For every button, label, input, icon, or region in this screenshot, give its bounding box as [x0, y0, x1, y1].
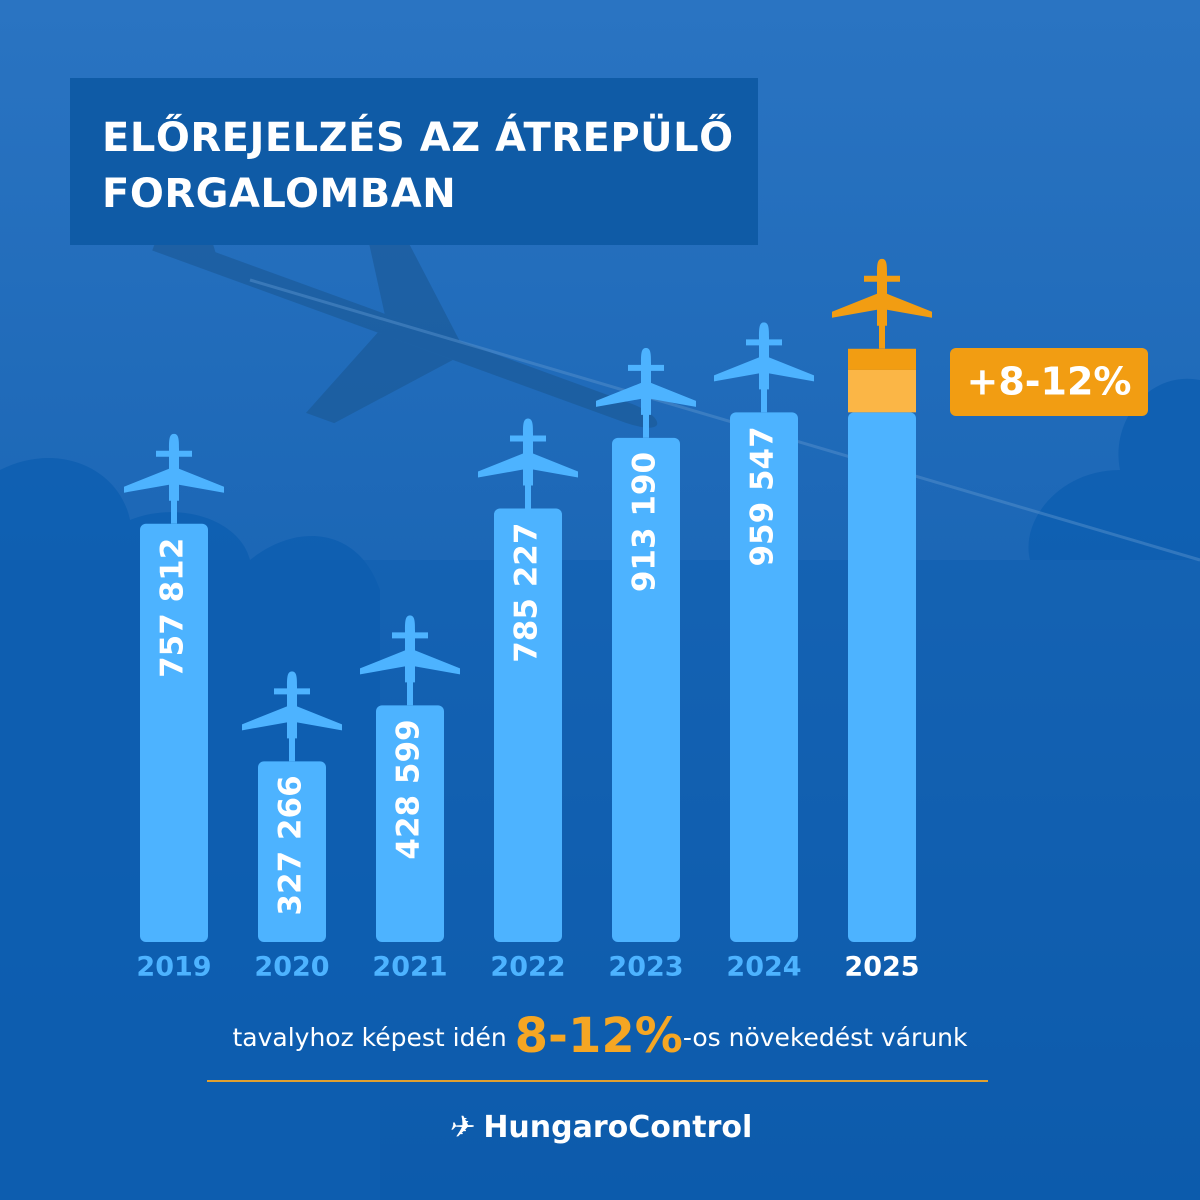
x-tick-label: 2019: [136, 952, 211, 983]
bar: [258, 761, 326, 942]
footer-before: tavalyhoz képest idén: [232, 1023, 507, 1052]
bar: [848, 412, 916, 942]
value-label: 913 190: [627, 452, 663, 592]
x-tick-label: 2023: [608, 952, 683, 983]
footer-after: -os növekedést várunk: [682, 1023, 968, 1052]
bar: [730, 412, 798, 942]
value-label: 785 227: [509, 523, 545, 663]
forecast-segment: [848, 348, 916, 370]
brand-name: HungaroControl: [483, 1110, 753, 1145]
x-tick-label: 2020: [254, 952, 329, 983]
x-tick-label: 2022: [490, 952, 565, 983]
title-box: ELŐREJELZÉS AZ ÁTREPÜLŐ FORGALOMBAN: [70, 78, 758, 245]
cloud: [1028, 378, 1200, 560]
contrail: [249, 278, 1200, 562]
bar: [376, 705, 444, 942]
value-label: 959 547: [745, 426, 781, 566]
growth-label: +8-12%: [966, 360, 1131, 404]
background-plane: [152, 171, 658, 428]
value-label: 757 812: [155, 538, 191, 678]
x-tick-label: 2025: [844, 952, 919, 983]
bar: [140, 523, 208, 942]
bar: [494, 508, 562, 942]
growth-badge: [950, 348, 1148, 416]
chart-title: ELŐREJELZÉS AZ ÁTREPÜLŐ FORGALOMBAN: [102, 115, 734, 217]
x-tick-label: 2024: [726, 952, 801, 983]
x-tick-label: 2021: [372, 952, 447, 983]
value-label: 428 599: [391, 719, 427, 859]
value-label: 327 266: [273, 775, 309, 915]
forecast-segment: [848, 369, 916, 413]
brand-logo: ✈ HungaroControl: [447, 1110, 753, 1145]
bar: [612, 437, 680, 942]
footer-highlight: 8-12%: [514, 1008, 683, 1064]
footer-text: tavalyhoz képest idén 8-12%-os növekedés…: [0, 1008, 1200, 1064]
